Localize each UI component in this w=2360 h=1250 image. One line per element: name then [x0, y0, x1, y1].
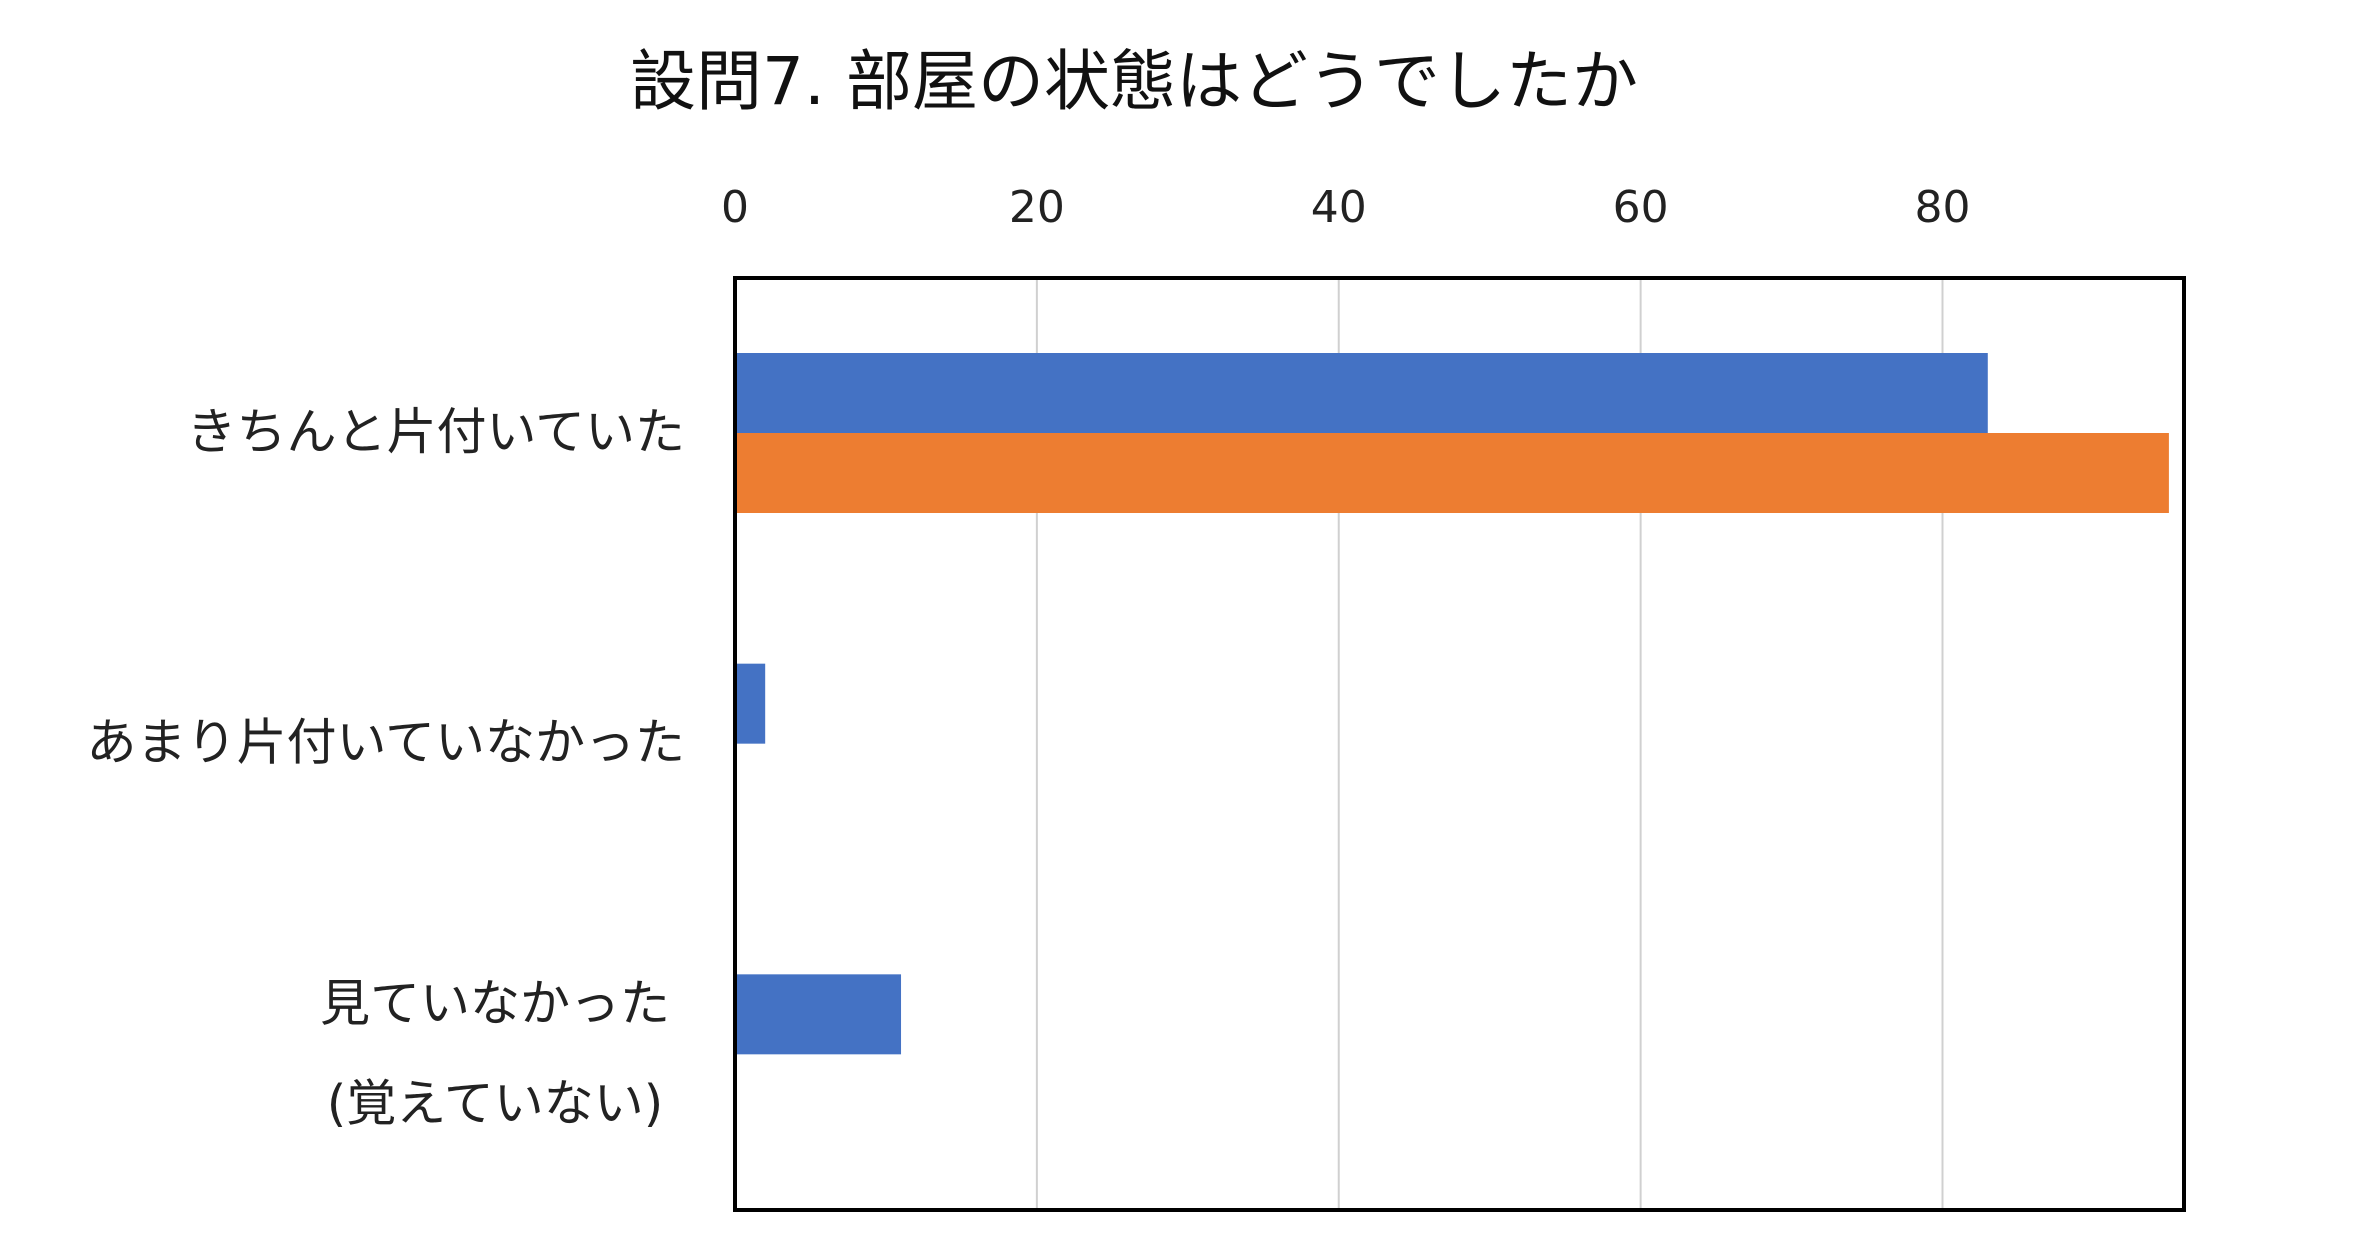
bar-series1-cat1	[735, 353, 1988, 433]
x-tick-label: 40	[1311, 182, 1367, 233]
category-label: 見ていなかった	[320, 974, 670, 1032]
x-tick-label: 80	[1915, 182, 1971, 233]
x-tick-label: 0	[721, 182, 749, 233]
x-tick-label: 60	[1613, 182, 1669, 233]
plot-border	[733, 276, 2186, 1212]
category-label: あまり片付いていなかった	[87, 714, 686, 772]
bar-series1-cat3	[735, 974, 902, 1055]
category-label: (覚えていない)	[327, 1074, 664, 1132]
bar-series1-cat2	[735, 663, 766, 744]
x-tick-label: 20	[1009, 182, 1065, 233]
category-label: きちんと片付いていた	[187, 403, 686, 461]
bar-series2-cat1	[735, 433, 2169, 513]
chart-title: 設問7. 部屋の状態はどうでしたか	[630, 43, 1638, 120]
